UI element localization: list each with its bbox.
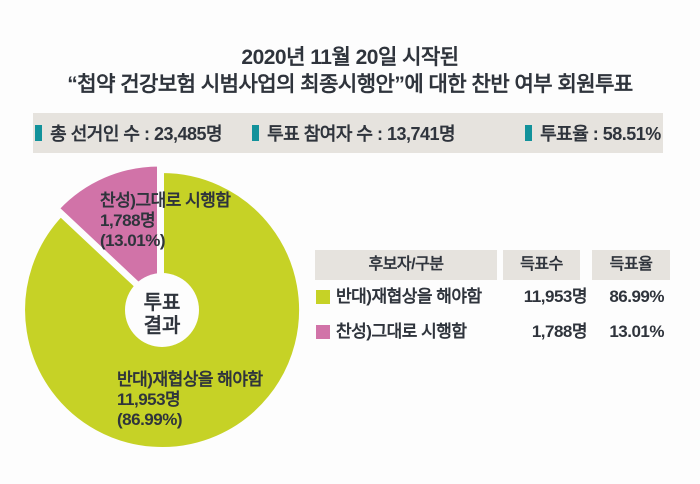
pie-label-agree-votes: 1,788명 — [100, 211, 156, 230]
pie-label-agree: 찬성)그대로 시행함 1,788명 (13.01%) — [100, 191, 231, 251]
stat-total-voters-label: 투표 참여자 수 : 13,741명 — [267, 124, 456, 144]
pie-label-oppose: 반대)재협상을 해야함 11,953명 (86.99%) — [117, 370, 263, 430]
pie-center-label-line1: 투표 — [143, 292, 181, 314]
summary-stats-bar: 총 선거인 수 : 23,485명 투표 참여자 수 : 13,741명 투표율… — [33, 113, 663, 153]
legend-swatch-agree-icon — [316, 325, 330, 339]
stat-bullet-icon — [525, 125, 533, 141]
table-header-candidate: 후보자/구분 — [315, 250, 497, 280]
pie-label-oppose-percent: (86.99%) — [117, 410, 182, 429]
pie-donut-hole — [125, 273, 199, 347]
table-header-votes: 득표수 — [503, 250, 580, 280]
stat-bullet-icon — [35, 125, 43, 141]
stat-turnout: 투표율 : 58.51% — [525, 120, 661, 146]
stat-total-electors: 총 선거인 수 : 23,485명 — [35, 120, 223, 146]
table-header-share: 득표율 — [592, 250, 670, 280]
table-row-agree-label: 찬성)그대로 시행함 — [336, 322, 467, 341]
legend-swatch-oppose-icon — [316, 290, 330, 304]
pie-slice-agree — [54, 162, 161, 309]
pie-label-agree-percent: (13.01%) — [100, 231, 165, 250]
table-row-oppose-votes: 11,953명 — [523, 287, 588, 306]
stat-bullet-icon — [252, 125, 260, 141]
page-title: 2020년 11월 20일 시작된 “첩약 건강보험 시범사업의 최종시행안”에… — [0, 44, 700, 98]
pie-center-label-line2: 결과 — [143, 315, 181, 337]
pie-chart — [21, 162, 304, 451]
stat-total-electors-label: 총 선거인 수 : 23,485명 — [50, 124, 223, 144]
table-row-oppose-label: 반대)재협상을 해야함 — [336, 287, 482, 306]
pie-label-agree-name: 찬성)그대로 시행함 — [100, 191, 231, 210]
table-row-oppose-share: 86.99% — [609, 287, 664, 306]
table-row-agree-votes: 1,788명 — [531, 322, 588, 341]
pie-label-oppose-name: 반대)재협상을 해야함 — [117, 370, 263, 389]
title-line-2: “첩약 건강보험 시범사업의 최종시행안”에 대한 찬반 여부 회원투표 — [67, 73, 633, 96]
stat-turnout-label: 투표율 : 58.51% — [540, 124, 661, 144]
stat-total-voters: 투표 참여자 수 : 13,741명 — [252, 120, 456, 146]
title-line-1: 2020년 11월 20일 시작된 — [241, 46, 459, 69]
pie-center-label: 투표 결과 — [102, 292, 222, 338]
table-row-agree-share: 13.01% — [609, 322, 664, 341]
pie-label-oppose-votes: 11,953명 — [117, 390, 181, 409]
